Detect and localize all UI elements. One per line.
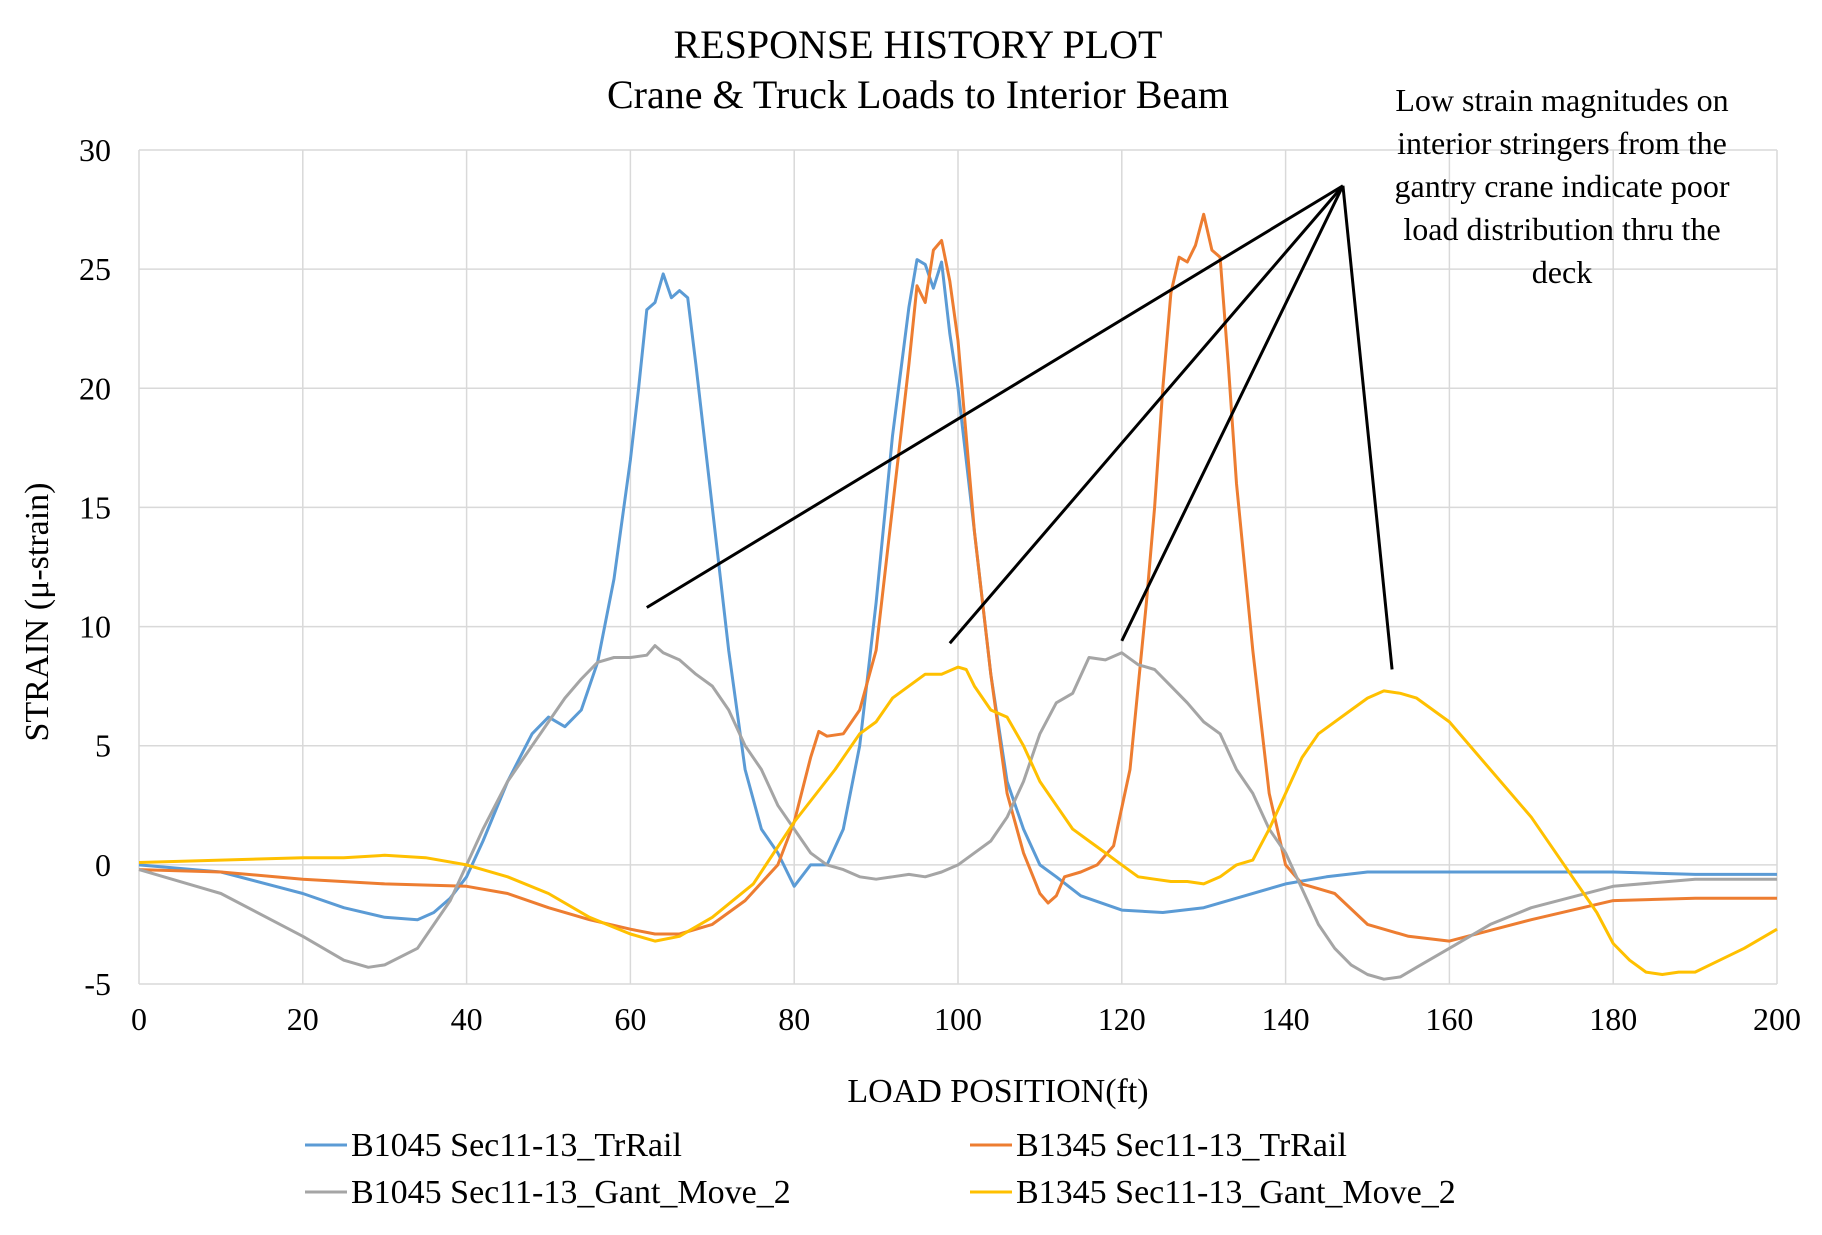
x-tick-label: 180 (1589, 1001, 1637, 1037)
annotation-leader-line (1341, 185, 1394, 670)
annotation-text-line: load distribution thru the (1403, 211, 1720, 247)
annotation-text-line: interior stringers from the (1397, 125, 1727, 161)
x-tick-label: 120 (1098, 1001, 1146, 1037)
y-tick-label: 20 (79, 370, 111, 406)
series-line-4 (138, 665, 1778, 976)
y-tick-label: 30 (79, 132, 111, 168)
legend-label: B1345 Sec11-13_TrRail (1016, 1127, 1347, 1164)
y-tick-label: 0 (95, 847, 111, 883)
y-tick-label: 10 (79, 609, 111, 645)
chart-subtitle: Crane & Truck Loads to Interior Beam (607, 72, 1229, 117)
series-lines (138, 212, 1778, 981)
tick-labels: -5 0 5 10 15 20 25 30 0 20 40 60 80 100 120 140 160 180 20… (79, 132, 1801, 1037)
x-tick-label: 80 (778, 1001, 810, 1037)
y-tick-label: 25 (79, 251, 111, 287)
y-tick-label: -5 (84, 966, 111, 1002)
series-line-1 (138, 258, 1777, 922)
annotation-leader-line (948, 184, 1345, 645)
x-tick-label: 60 (614, 1001, 646, 1037)
chart-title: RESPONSE HISTORY PLOT (674, 22, 1163, 67)
annotation-text-line: deck (1532, 254, 1592, 290)
x-tick-label: 0 (131, 1001, 147, 1037)
x-tick-label: 200 (1753, 1001, 1801, 1037)
legend-label: B1045 Sec11-13_Gant_Move_2 (351, 1174, 791, 1211)
series-line-3 (138, 644, 1777, 981)
annotation-leader-line (1120, 185, 1345, 642)
x-tick-label: 160 (1425, 1001, 1473, 1037)
legend-label: B1045 Sec11-13_TrRail (351, 1127, 682, 1164)
y-tick-label: 15 (79, 489, 111, 525)
legend: B1045 Sec11-13_TrRail B1345 Sec11-13_TrRa… (305, 1127, 1456, 1211)
legend-label: B1345 Sec11-13_Gant_Move_2 (1016, 1174, 1456, 1211)
x-tick-label: 40 (451, 1001, 483, 1037)
x-tick-label: 20 (287, 1001, 319, 1037)
annotation-leader-line (646, 184, 1344, 609)
y-axis-label: STRAIN (μ-strain) (19, 482, 56, 741)
series-line-2 (138, 212, 1777, 943)
x-tick-label: 140 (1262, 1001, 1310, 1037)
annotation-text-line: Low strain magnitudes on (1395, 82, 1728, 118)
annotation-text-line: gantry crane indicate poor (1395, 168, 1730, 204)
x-axis-label: LOAD POSITION(ft) (847, 1073, 1148, 1110)
annotation: Low strain magnitudes on interior stringe… (646, 82, 1730, 670)
y-tick-label: 5 (95, 728, 111, 764)
x-tick-label: 100 (934, 1001, 982, 1037)
